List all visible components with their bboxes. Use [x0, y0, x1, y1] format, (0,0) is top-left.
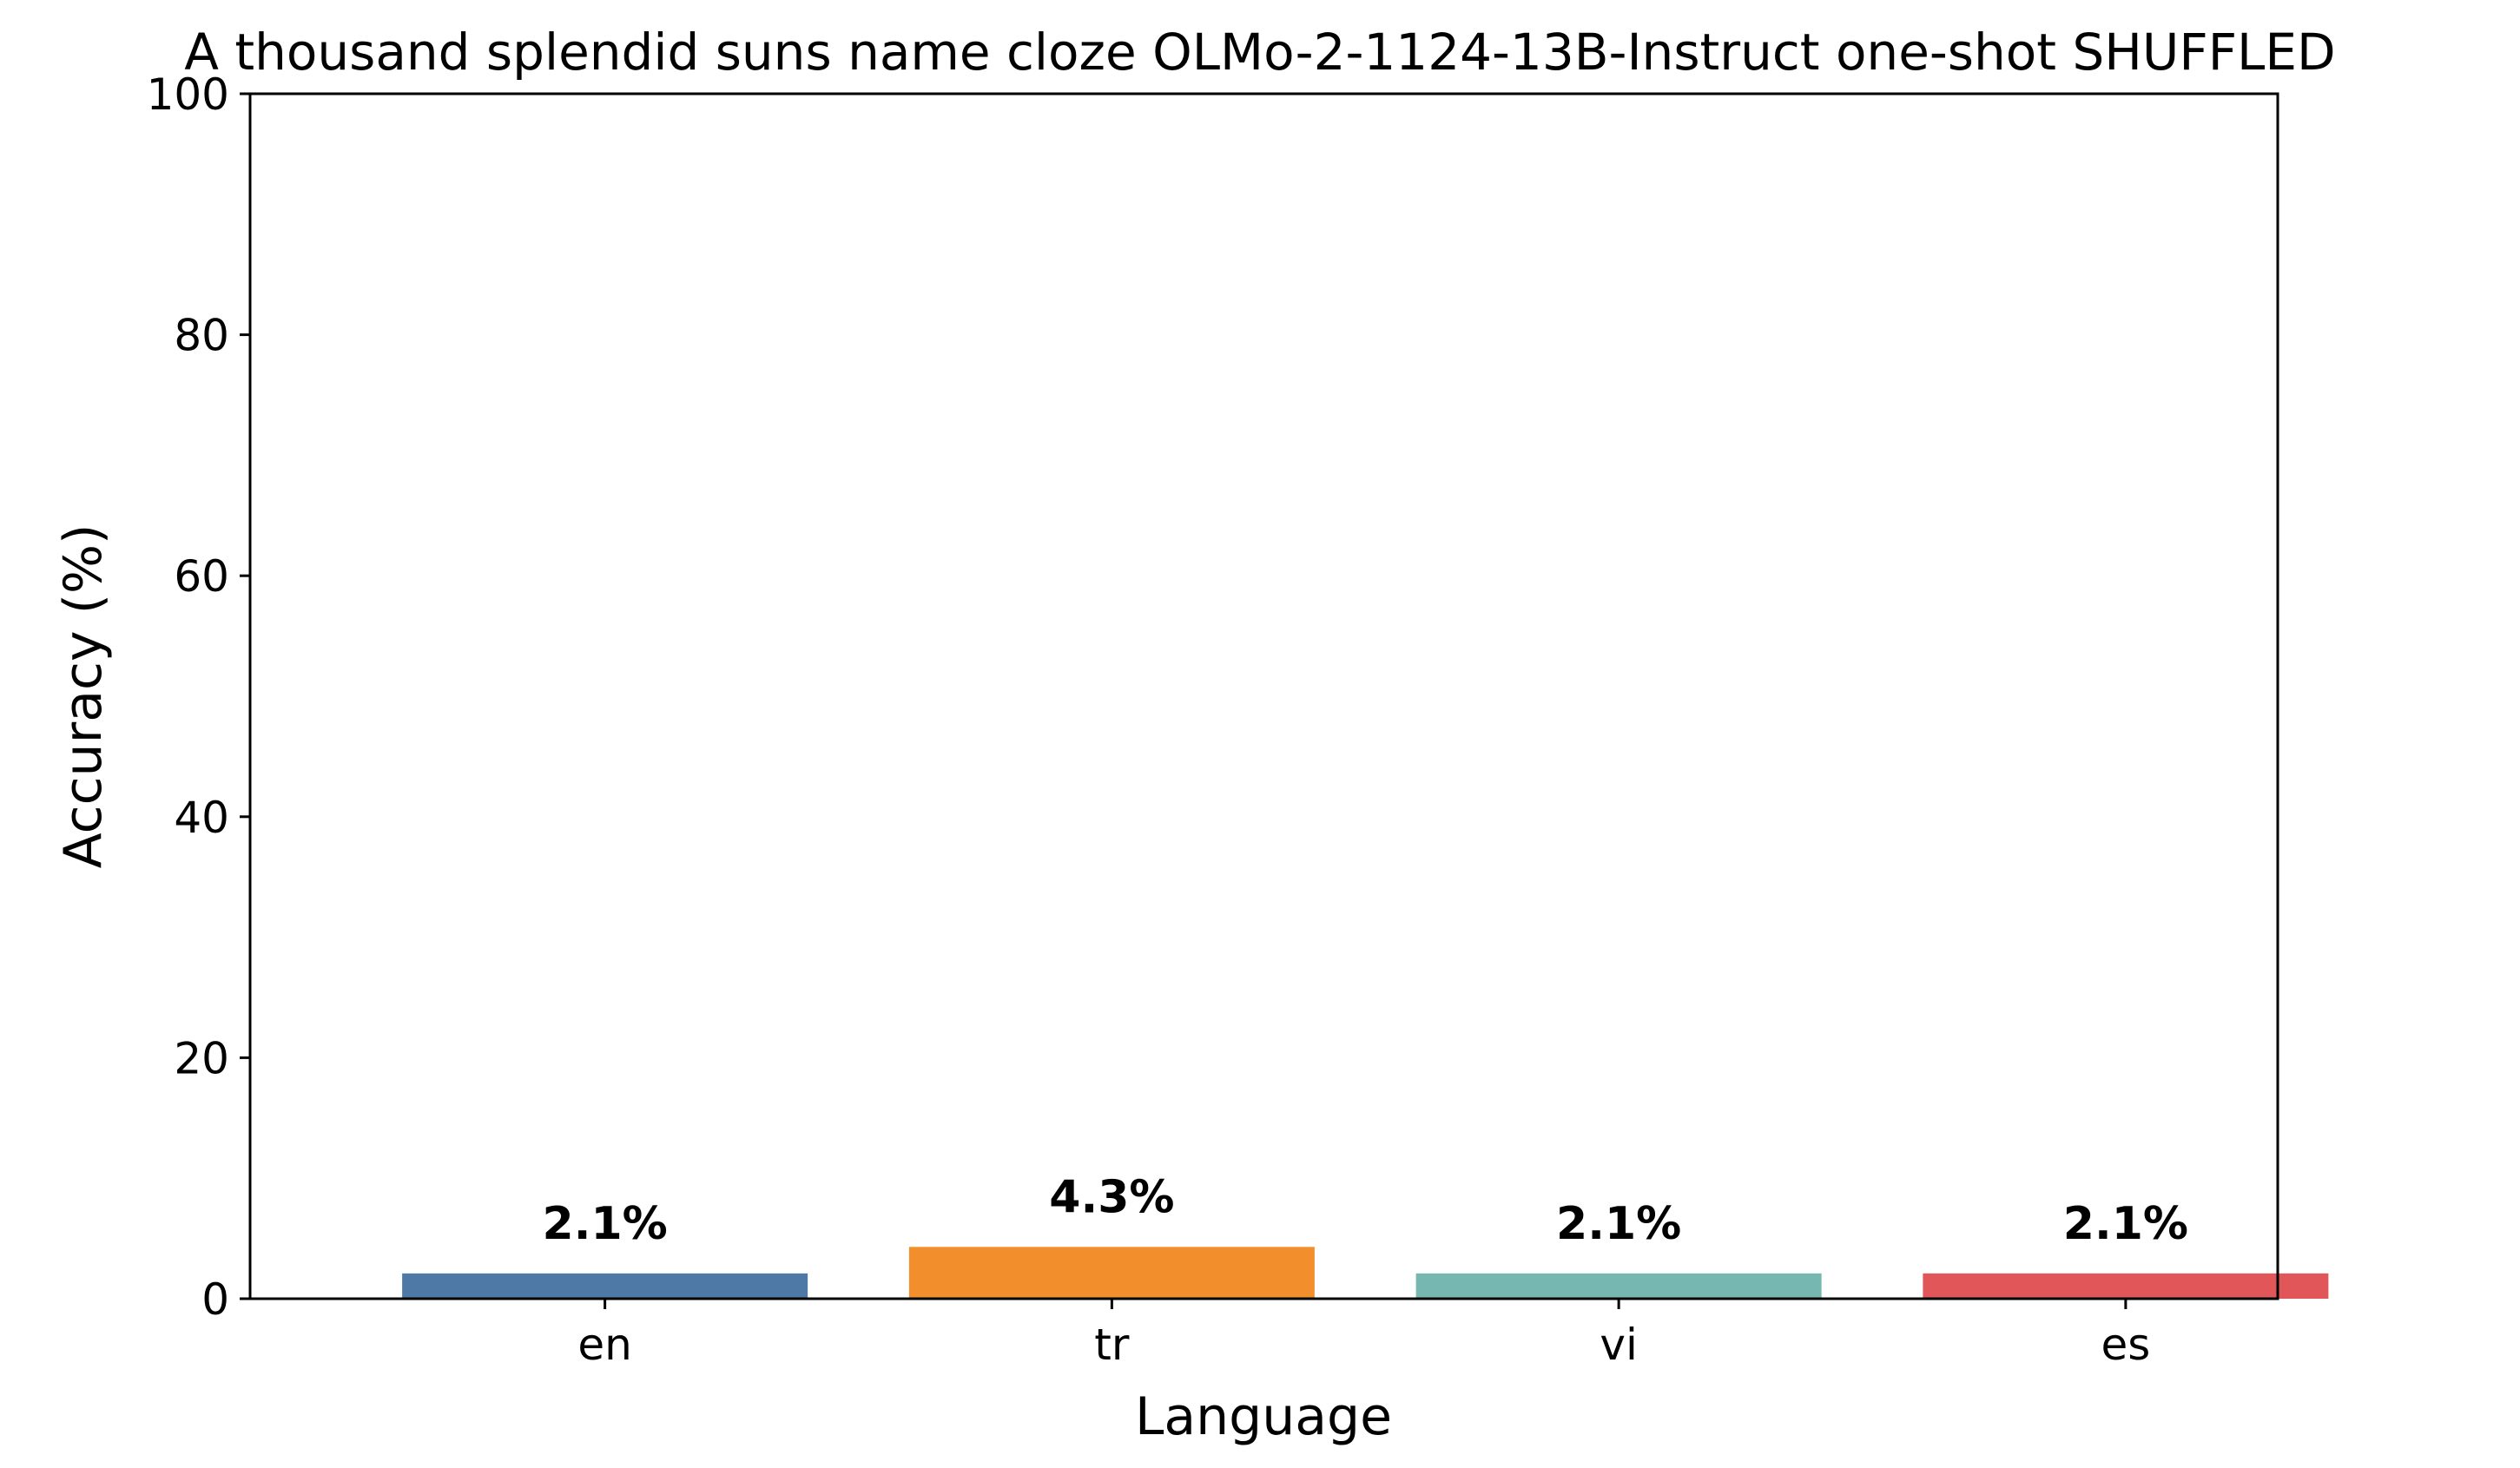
plot-area-frame — [248, 92, 2279, 1300]
bar-es — [1923, 1273, 2329, 1299]
x-tick-label-tr: tr — [1094, 1320, 1130, 1370]
bar-vi — [1415, 1273, 1822, 1299]
value-label-vi: 2.1% — [1556, 1198, 1681, 1250]
y-axis-label: Accuracy (%) — [53, 524, 114, 869]
x-tick-label-es: es — [2101, 1320, 2150, 1370]
y-tick-label-60: 60 — [174, 551, 229, 602]
value-label-en: 2.1% — [543, 1198, 668, 1250]
y-tick-label-40: 40 — [174, 793, 229, 843]
chart-title: A thousand splendid suns name cloze OLMo… — [184, 23, 2335, 82]
y-tick-label-0: 0 — [201, 1274, 229, 1325]
x-axis-label: Language — [1135, 1386, 1392, 1447]
bars-group — [402, 1247, 2329, 1299]
y-tick-label-100: 100 — [147, 69, 229, 120]
x-axis-ticks: en tr vi es — [577, 1299, 2150, 1370]
x-tick-label-en: en — [577, 1320, 631, 1370]
x-tick-label-vi: vi — [1600, 1320, 1637, 1370]
y-tick-label-20: 20 — [174, 1033, 229, 1083]
value-label-tr: 4.3% — [1049, 1171, 1174, 1223]
y-axis-ticks: 0 20 40 60 80 100 — [147, 69, 250, 1325]
y-tick-label-80: 80 — [174, 311, 229, 361]
bar-tr — [908, 1247, 1315, 1299]
bar-en — [402, 1273, 808, 1299]
value-labels-group: 2.1% 4.3% 2.1% 2.1% — [543, 1171, 2188, 1250]
value-label-es: 2.1% — [2063, 1198, 2188, 1250]
